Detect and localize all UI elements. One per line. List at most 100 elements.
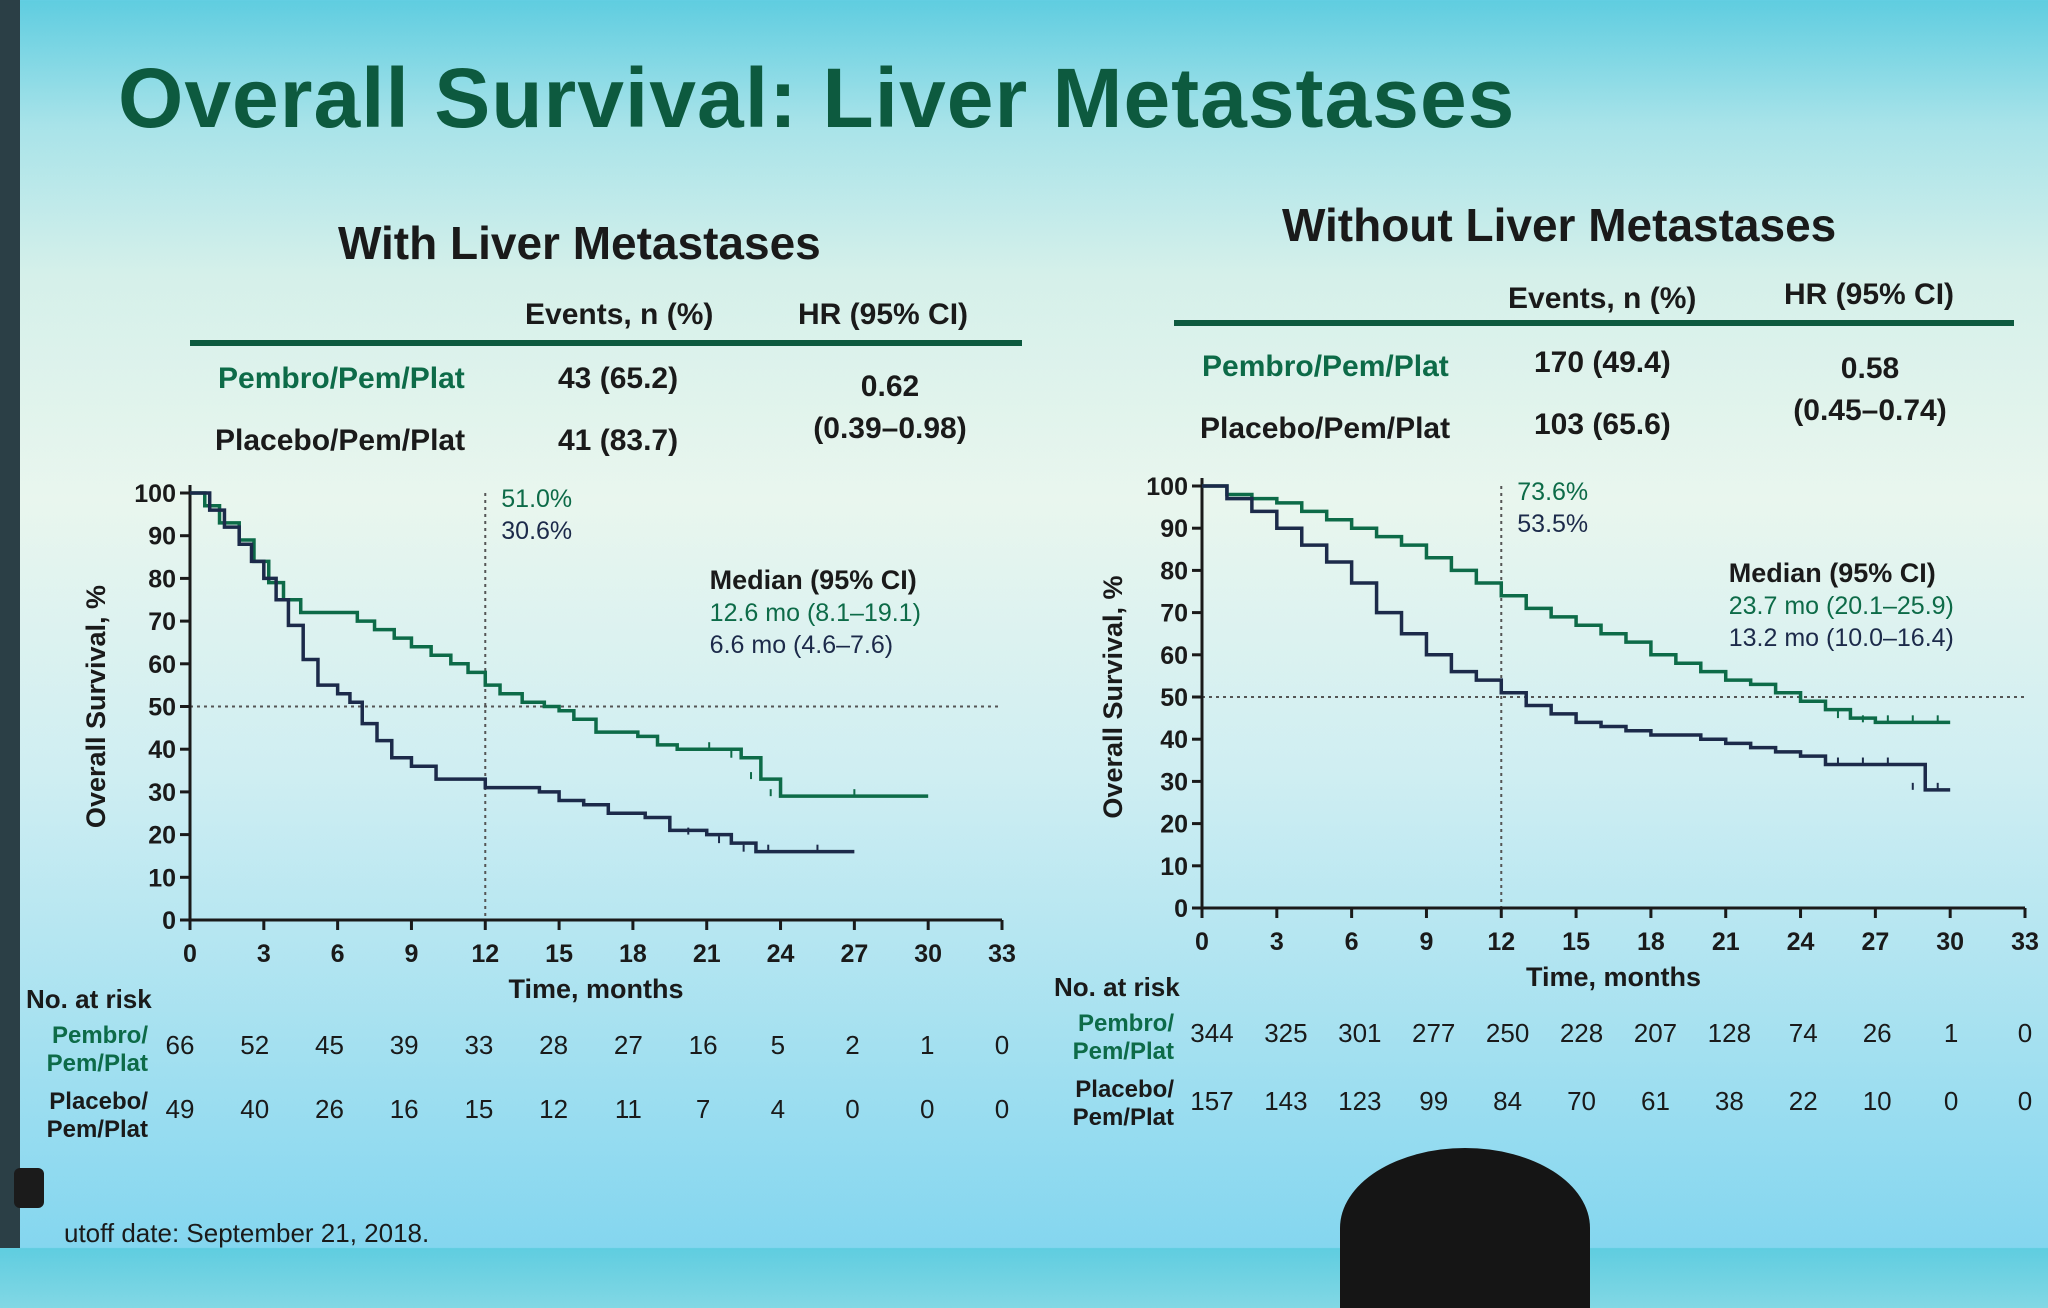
right-risk-pembro-label: Pembro/ Pem/Plat <box>1072 1010 1174 1065</box>
twelve-month-rate-pembro: 51.0% <box>501 485 572 513</box>
right-risk-pembro-count: 1 <box>1943 1018 1959 1048</box>
right-risk-pembro-count: 325 <box>1264 1018 1308 1048</box>
right-risk-pembro-count: 207 <box>1633 1018 1678 1048</box>
left-risk-placebo-count: 40 <box>240 1094 270 1124</box>
audience-head-silhouette <box>1340 1148 1590 1308</box>
right-hr-header: HR (95% CI) <box>1784 278 1955 311</box>
right-risk-placebo-count: 10 <box>1862 1086 1892 1116</box>
left-risk-pembro-count: 33 <box>464 1030 494 1060</box>
right-row-placebo-label: Placebo/Pem/Plat <box>1200 412 1451 445</box>
right-risk-placebo-count: 0 <box>1943 1086 1959 1116</box>
left-risk-placebo-count: 4 <box>770 1094 786 1124</box>
right-events-header: Events, n (%) <box>1508 282 1697 315</box>
right-risk-placebo-count: 22 <box>1788 1086 1818 1116</box>
left-risk-pembro-count: 39 <box>389 1030 419 1060</box>
right-risk-pembro-count: 344 <box>1190 1018 1234 1048</box>
left-risk-placebo-count: 49 <box>165 1094 195 1124</box>
audience-hand-silhouette <box>14 1168 44 1208</box>
y-tick-label: 90 <box>148 523 176 551</box>
km-chart-with-liver-metastases: 0 10 20 30 40 50 60 70 80 90 100 0 3 6 9 12 15 18 21 24 27 30… <box>81 480 1016 1004</box>
right-risk-pembro-count: 128 <box>1707 1018 1752 1048</box>
right-header-rule <box>1174 320 2014 326</box>
x-tick-label: 12 <box>471 940 499 968</box>
left-hr-ci: (0.39–0.98) <box>813 412 967 445</box>
y-tick-label: 20 <box>148 822 176 850</box>
left-risk-pembro-count: 28 <box>539 1030 569 1060</box>
right-risk-placebo-count: 143 <box>1264 1086 1308 1116</box>
left-risk-pembro-count: 5 <box>770 1030 786 1060</box>
left-risk-placebo-label: Placebo/ Pem/Plat <box>46 1088 148 1143</box>
right-risk-placebo-count: 84 <box>1493 1086 1523 1116</box>
right-risk-pembro-count: 250 <box>1485 1018 1530 1048</box>
y-tick-label: 50 <box>148 694 176 722</box>
right-risk-pembro-count: 277 <box>1412 1018 1456 1048</box>
left-risk-pembro-count: 16 <box>688 1030 718 1060</box>
pembro-survival-curve <box>190 491 929 798</box>
right-risk-placebo-count: 123 <box>1338 1086 1382 1116</box>
x-tick-label: 24 <box>767 940 795 968</box>
y-tick-label: 0 <box>162 907 176 935</box>
left-risk-placebo-count: 11 <box>614 1094 642 1124</box>
x-tick-label: 0 <box>183 940 197 968</box>
x-tick-label: 30 <box>914 940 942 968</box>
left-risk-pembro-count: 45 <box>314 1030 344 1060</box>
right-hr-estimate: 0.58 <box>1840 352 1900 385</box>
slide-title: Overall Survival: Liver Metastases <box>118 51 1516 145</box>
left-risk-pembro-label: Pembro/ Pem/Plat <box>46 1022 148 1077</box>
right-risk-placebo-count: 38 <box>1714 1086 1744 1116</box>
y-tick-label: 70 <box>148 608 176 636</box>
twelve-month-rate-placebo: 30.6% <box>501 517 572 545</box>
y-tick-label: 30 <box>148 779 176 807</box>
right-risk-title: No. at risk <box>1054 972 1180 1002</box>
median-ci-title: Median (95% CI) <box>710 565 917 595</box>
right-row-pembro-label: Pembro/Pem/Plat <box>1202 350 1449 383</box>
data-cutoff-footer: utoff date: September 21, 2018. <box>64 1218 430 1248</box>
left-row-placebo-label: Placebo/Pem/Plat <box>215 424 466 457</box>
right-row-placebo-events: 103 (65.6) <box>1534 408 1671 441</box>
x-tick-label: 6 <box>331 940 345 968</box>
right-risk-placebo-count: 157 <box>1190 1086 1234 1116</box>
y-axis-label: Overall Survival, % <box>81 585 111 828</box>
left-risk-placebo-count: 26 <box>314 1094 344 1124</box>
left-header-rule <box>190 340 1022 346</box>
left-hr-header: HR (95% CI) <box>798 298 969 331</box>
left-risk-pembro-count: 2 <box>845 1030 860 1060</box>
x-tick-label: 15 <box>545 940 573 968</box>
left-risk-pembro-count: 1 <box>920 1030 935 1060</box>
right-risk-placebo-count: 99 <box>1419 1086 1449 1116</box>
right-hr-ci: (0.45–0.74) <box>1793 394 1947 427</box>
median-placebo: 6.6 mo (4.6–7.6) <box>710 631 893 659</box>
x-tick-label: 33 <box>988 940 1016 968</box>
right-risk-pembro-count: 74 <box>1788 1018 1818 1048</box>
left-risk-pembro-count: 0 <box>994 1030 1010 1060</box>
left-row-pembro-label: Pembro/Pem/Plat <box>218 362 465 395</box>
right-row-pembro-events: 170 (49.4) <box>1534 346 1671 379</box>
left-risk-placebo-count: 0 <box>994 1094 1010 1124</box>
right-risk-placebo-count: 61 <box>1640 1086 1670 1116</box>
x-tick-label: 27 <box>840 940 868 968</box>
right-risk-pembro-count: 0 <box>2017 1018 2033 1048</box>
right-risk-placebo-label: Placebo/ Pem/Plat <box>1072 1076 1174 1131</box>
left-hr-value: 0.62 (0.39–0.98) <box>780 366 1000 450</box>
left-risk-placebo-count: 7 <box>695 1094 711 1124</box>
left-risk-pembro-count: 52 <box>240 1030 270 1060</box>
x-tick-label: 9 <box>405 940 419 968</box>
right-risk-pembro-count: 301 <box>1338 1018 1382 1048</box>
left-risk-placebo-count: 0 <box>845 1094 860 1124</box>
left-subtitle: With Liver Metastases <box>338 217 821 269</box>
y-tick-label: 40 <box>148 736 176 764</box>
left-events-header: Events, n (%) <box>525 298 714 331</box>
left-risk-pembro-count: 27 <box>613 1030 643 1060</box>
x-tick-label: 21 <box>693 940 721 968</box>
right-risk-placebo-count: 70 <box>1567 1086 1596 1116</box>
left-row-placebo-events: 41 (83.7) <box>558 424 679 457</box>
right-hr-value: 0.58 (0.45–0.74) <box>1760 348 1980 432</box>
right-risk-placebo-count: 0 <box>2017 1086 2033 1116</box>
left-risk-placebo-count: 15 <box>464 1094 494 1124</box>
right-subtitle: Without Liver Metastases <box>1282 199 1837 251</box>
left-risk-placebo-count: 12 <box>539 1094 569 1124</box>
left-hr-estimate: 0.62 <box>860 370 920 403</box>
y-tick-label: 10 <box>148 864 176 892</box>
placebo-survival-curve <box>190 491 855 854</box>
median-pembro: 12.6 mo (8.1–19.1) <box>710 599 921 627</box>
